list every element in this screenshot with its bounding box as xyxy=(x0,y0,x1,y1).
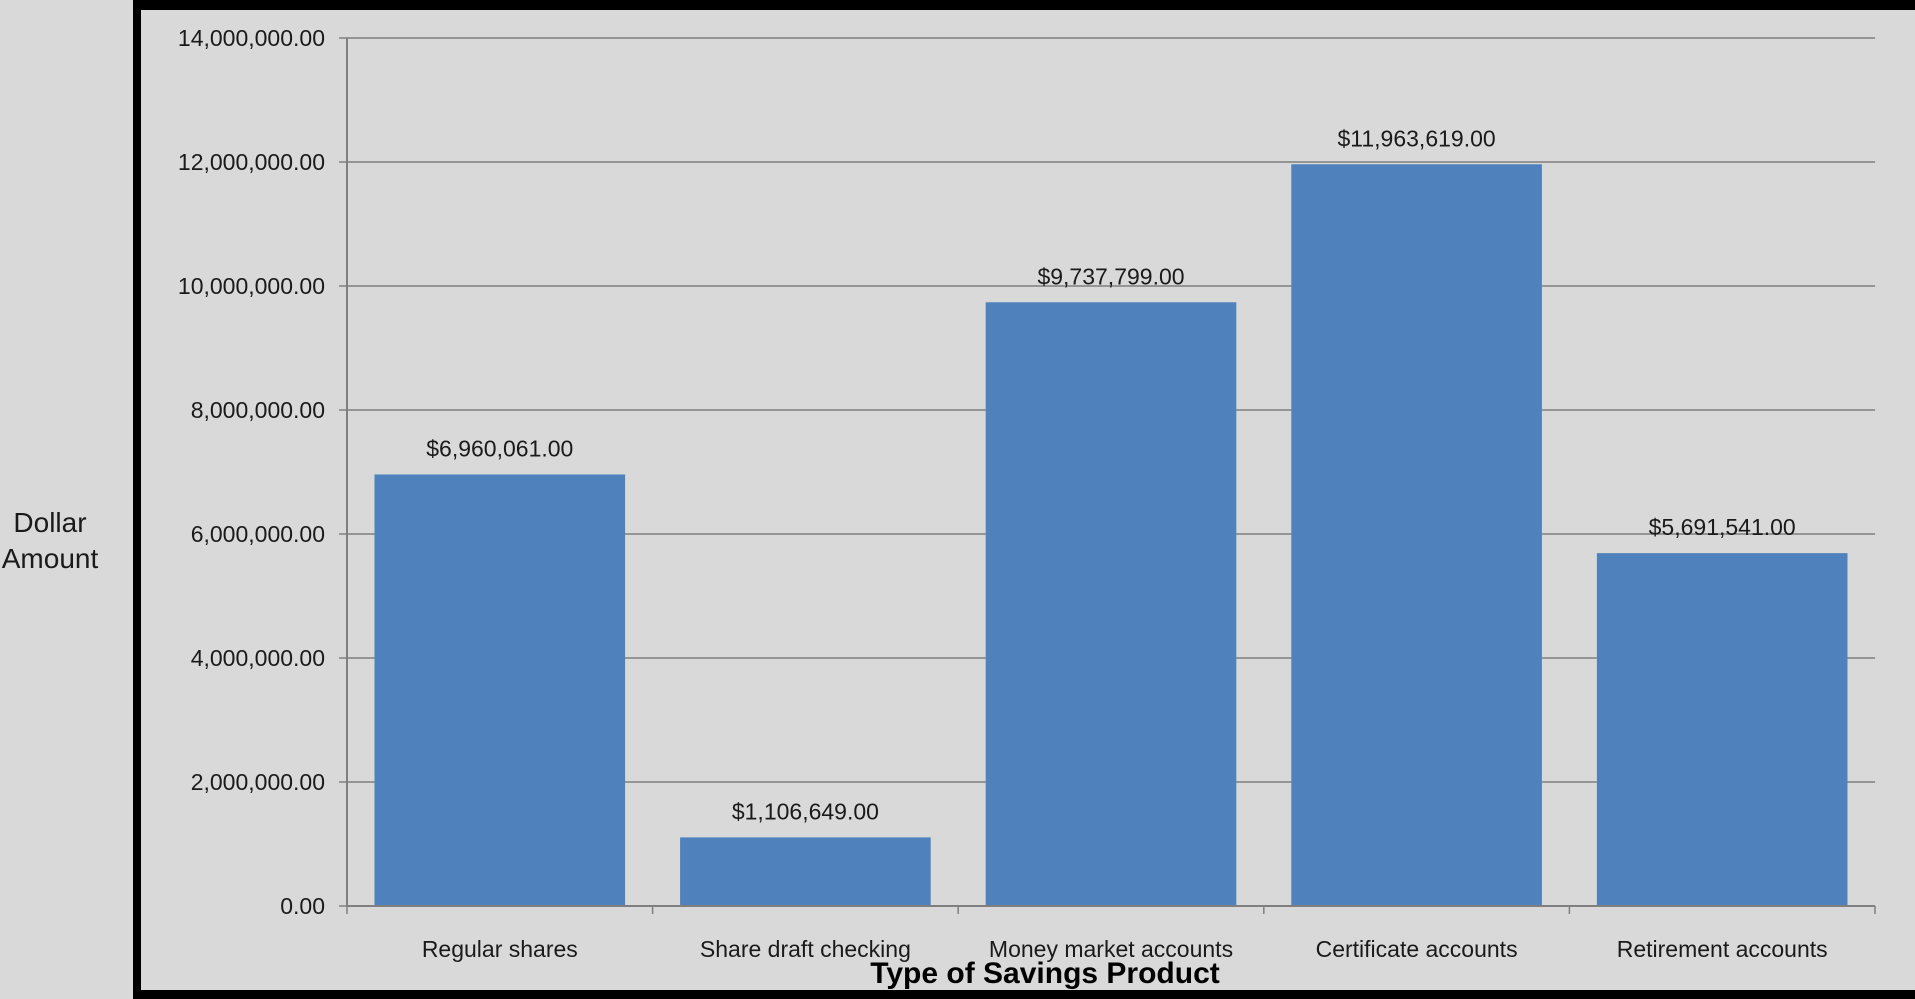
y-tick-label: 6,000,000.00 xyxy=(191,521,325,547)
y-tick-label: 2,000,000.00 xyxy=(191,769,325,795)
data-label: $1,106,649.00 xyxy=(732,798,879,824)
bar xyxy=(1596,553,1848,906)
x-axis-ticks: Regular shares Share draft checking Money … xyxy=(346,906,1876,962)
x-axis-title: Type of Savings Product xyxy=(870,957,1220,990)
data-label: $11,963,619.00 xyxy=(1338,125,1496,151)
y-tick-label: 10,000,000.00 xyxy=(178,273,325,299)
data-label: $5,691,541.00 xyxy=(1649,514,1796,540)
x-tick-label: Certificate accounts xyxy=(1316,936,1518,962)
x-tick-label: Money market accounts xyxy=(989,936,1233,962)
y-tick-label: 8,000,000.00 xyxy=(191,397,325,423)
y-axis-title: Dollar Amount xyxy=(1,507,99,574)
x-tick-label: Regular shares xyxy=(422,936,578,962)
y-tick-label: 14,000,000.00 xyxy=(178,25,325,51)
left-panel: Dollar Amount xyxy=(0,0,133,999)
bar xyxy=(374,474,626,906)
bar xyxy=(985,302,1237,906)
data-label: $9,737,799.00 xyxy=(1037,263,1184,289)
bar xyxy=(1291,164,1542,906)
x-tick-label: Retirement accounts xyxy=(1617,936,1828,962)
data-label: $6,960,061.00 xyxy=(426,435,573,461)
y-tick-label: 4,000,000.00 xyxy=(191,645,325,671)
bars xyxy=(374,164,1848,906)
axes xyxy=(346,38,1875,907)
y-axis-ticks: 0.00 2,000,000.00 4,000,000.00 6,000,000.00… xyxy=(178,25,347,919)
x-tick-label: Share draft checking xyxy=(700,936,911,962)
y-tick-label: 12,000,000.00 xyxy=(178,149,325,175)
bar xyxy=(680,837,931,906)
data-labels: $6,960,061.00 $1,106,649.00 $9,737,799.00 $… xyxy=(426,125,1795,824)
y-tick-label: 0.00 xyxy=(280,893,325,919)
